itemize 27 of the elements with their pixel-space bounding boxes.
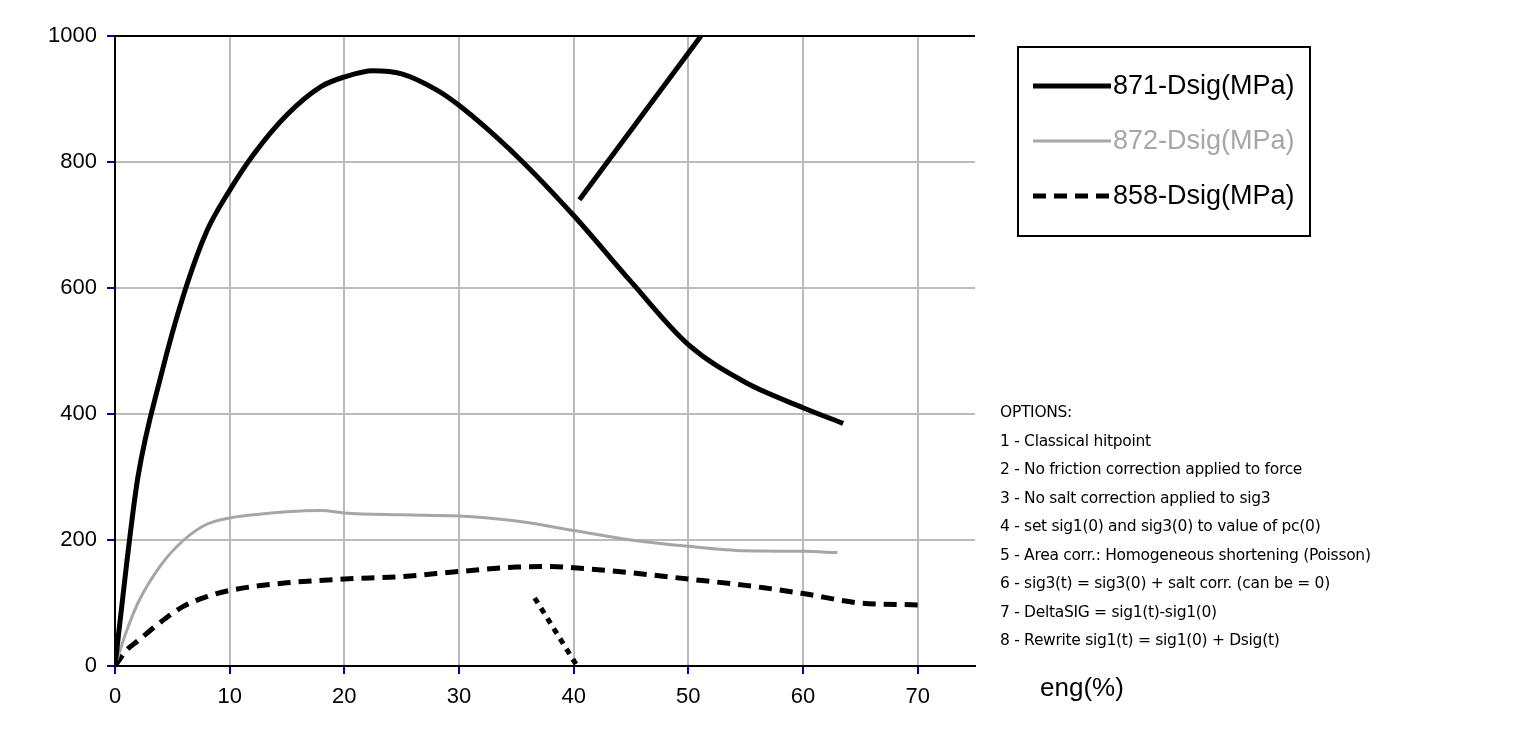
x-tick-label: 50 xyxy=(676,683,701,709)
legend-label: 858-Dsig(MPa) xyxy=(1113,180,1295,211)
text: 2 - No friction correction applied to force xyxy=(1000,459,1304,480)
y-tick-label: 0 xyxy=(84,652,97,678)
y-tick-label: 1000 xyxy=(48,22,97,48)
y-tick-label: 800 xyxy=(60,148,97,174)
text: 6 - sig3(t) = sig3(0) + salt corr. (can be = 0) xyxy=(1000,573,1331,594)
x-axis-title: eng(%) xyxy=(1040,672,1124,703)
y-tick-label: 600 xyxy=(60,274,97,300)
x-tick-label: 20 xyxy=(332,683,357,709)
x-tick-label: 70 xyxy=(905,683,930,709)
x-tick-label: 0 xyxy=(108,683,122,709)
y-tick-label: 400 xyxy=(60,400,97,426)
x-tick-label: 40 xyxy=(561,683,586,709)
x-tick-label: 10 xyxy=(217,683,242,709)
legend-label: 872-Dsig(MPa) xyxy=(1113,125,1295,156)
x-tick-label: 60 xyxy=(790,683,816,709)
y-tick-label: 200 xyxy=(60,526,97,552)
legend-label: 871-Dsig(MPa) xyxy=(1113,70,1295,101)
x-tick-label: 30 xyxy=(446,683,472,709)
text: OPTIONS: xyxy=(1000,402,1074,423)
text: 7 - DeltaSIG = sig1(t)-sig1(0) xyxy=(1000,601,1218,623)
text: 4 - set sig1(0) and sig3(0) to value of pc(0) xyxy=(1000,516,1322,537)
text: 1 - Classical hitpoint xyxy=(1000,430,1152,452)
text: 5 - Area corr.: Homogeneous shortening (Poisson) xyxy=(1000,544,1371,566)
text: 3 - No salt correction applied to sig3 xyxy=(1000,487,1272,509)
text: 8 - Rewrite sig1(t) = sig1(0) + Dsig(t) xyxy=(1000,630,1281,651)
